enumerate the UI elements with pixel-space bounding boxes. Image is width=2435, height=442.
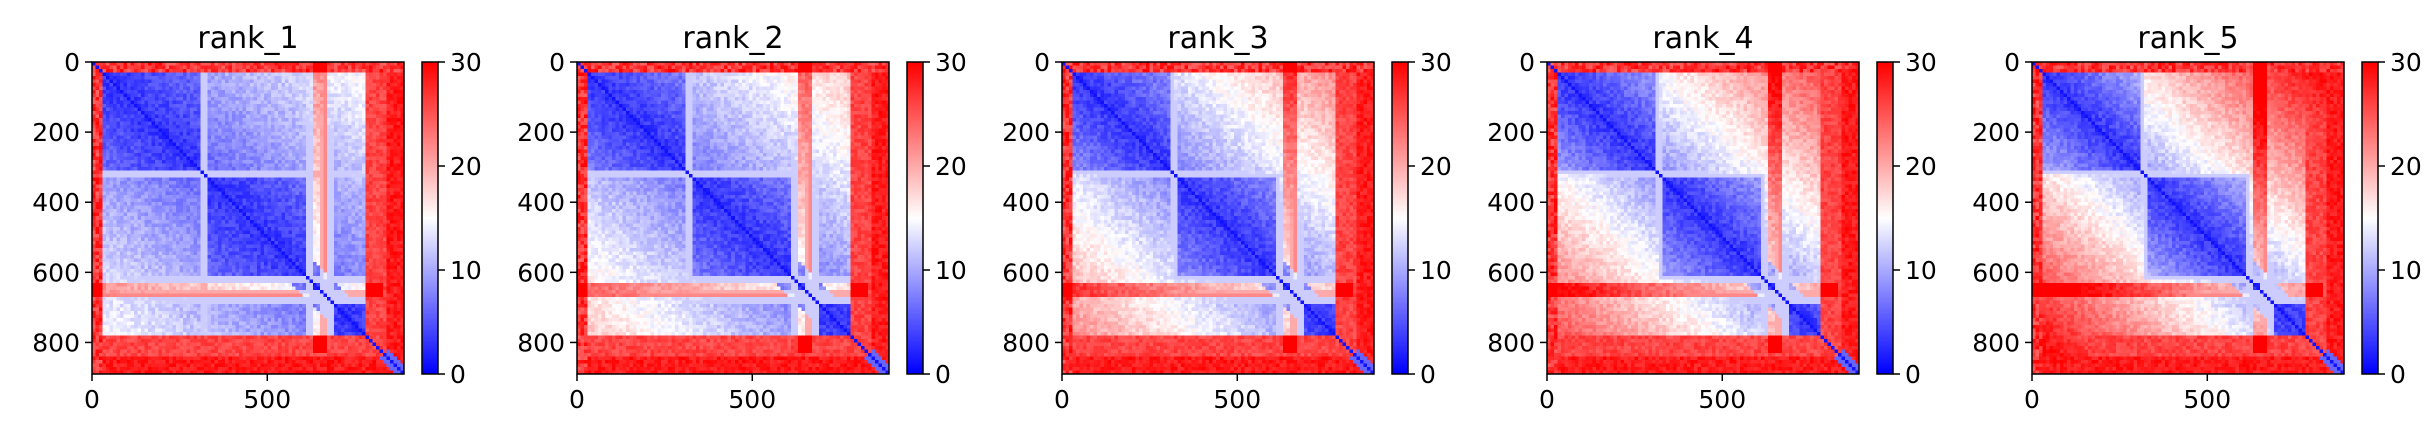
colorbar-gradient bbox=[2362, 62, 2378, 374]
y-tick-label: 200 bbox=[1487, 118, 1535, 147]
y-tick-label: 0 bbox=[1519, 48, 1535, 77]
y-tick-label: 600 bbox=[1002, 258, 1050, 287]
colorbar-tick-label: 0 bbox=[2390, 360, 2406, 389]
colorbar-gradient bbox=[422, 62, 438, 374]
colorbar-gradient bbox=[1392, 62, 1408, 374]
y-tick-label: 800 bbox=[517, 328, 565, 357]
x-tick-label: 500 bbox=[243, 385, 291, 414]
colorbar-tick-label: 10 bbox=[935, 256, 967, 285]
colorbar-gradient bbox=[907, 62, 923, 374]
heatmap-image bbox=[577, 62, 889, 374]
colorbar: 0 10 20 30 bbox=[906, 48, 967, 389]
colorbar-tick-label: 20 bbox=[935, 152, 967, 181]
panel-title: rank_5 bbox=[2137, 21, 2238, 56]
heatmap-image bbox=[92, 62, 404, 374]
colorbar-tick-label: 0 bbox=[935, 360, 951, 389]
y-tick-label: 400 bbox=[517, 188, 565, 217]
colorbar-tick-label: 0 bbox=[1905, 360, 1921, 389]
x-tick-label: 0 bbox=[1054, 385, 1070, 414]
colorbar-tick-label: 30 bbox=[935, 48, 967, 77]
colorbar-frame bbox=[421, 61, 439, 375]
y-tick-label: 200 bbox=[32, 118, 80, 147]
colorbar-tick-label: 20 bbox=[450, 152, 482, 181]
colorbar-tick-label: 10 bbox=[2390, 256, 2422, 285]
y-tick-label: 200 bbox=[517, 118, 565, 147]
x-tick-label: 500 bbox=[728, 385, 776, 414]
colorbar: 0 10 20 30 bbox=[1876, 48, 1937, 389]
panel-title: rank_4 bbox=[1652, 21, 1753, 56]
colorbar-tick-label: 20 bbox=[1420, 152, 1452, 181]
y-tick-label: 800 bbox=[1002, 328, 1050, 357]
x-tick-label: 500 bbox=[2183, 385, 2231, 414]
colorbar-tick-label: 0 bbox=[450, 360, 466, 389]
x-tick-label: 0 bbox=[2024, 385, 2040, 414]
colorbar-tick-label: 10 bbox=[450, 256, 482, 285]
y-tick-label: 600 bbox=[1487, 258, 1535, 287]
heatmap-image bbox=[1062, 62, 1374, 374]
y-tick-label: 200 bbox=[1972, 118, 2020, 147]
y-tick-label: 400 bbox=[1002, 188, 1050, 217]
colorbar-frame bbox=[906, 61, 924, 375]
colorbar-frame bbox=[1876, 61, 1894, 375]
y-tick-label: 0 bbox=[2004, 48, 2020, 77]
colorbar-tick-label: 30 bbox=[450, 48, 482, 77]
plot-frame bbox=[2031, 61, 2345, 375]
y-tick-label: 800 bbox=[32, 328, 80, 357]
plot-frame bbox=[576, 61, 890, 375]
y-tick-label: 400 bbox=[1972, 188, 2020, 217]
plot-frame bbox=[91, 61, 405, 375]
x-tick-label: 0 bbox=[569, 385, 585, 414]
colorbar-gradient bbox=[1877, 62, 1893, 374]
panel-title: rank_3 bbox=[1167, 21, 1268, 56]
panel-title: rank_2 bbox=[682, 21, 783, 56]
colorbar-tick-label: 30 bbox=[2390, 48, 2422, 77]
colorbar-tick-label: 10 bbox=[1905, 256, 1937, 285]
colorbar-tick-label: 10 bbox=[1420, 256, 1452, 285]
y-tick-label: 0 bbox=[1034, 48, 1050, 77]
y-tick-label: 600 bbox=[32, 258, 80, 287]
y-tick-label: 400 bbox=[1487, 188, 1535, 217]
colorbar-tick-label: 20 bbox=[1905, 152, 1937, 181]
plot-frame bbox=[1546, 61, 1860, 375]
y-tick-label: 600 bbox=[1972, 258, 2020, 287]
heatmap-image bbox=[1547, 62, 1859, 374]
y-tick-label: 800 bbox=[1972, 328, 2020, 357]
x-tick-label: 0 bbox=[1539, 385, 1555, 414]
y-tick-label: 400 bbox=[32, 188, 80, 217]
colorbar-frame bbox=[1391, 61, 1409, 375]
x-tick-label: 0 bbox=[84, 385, 100, 414]
heatmap-image bbox=[2032, 62, 2344, 374]
colorbar: 0 10 20 30 bbox=[421, 48, 482, 389]
colorbar-frame bbox=[2361, 61, 2379, 375]
panel-title: rank_1 bbox=[197, 21, 298, 56]
colorbar-tick-label: 30 bbox=[1905, 48, 1937, 77]
y-tick-label: 0 bbox=[549, 48, 565, 77]
x-tick-label: 500 bbox=[1213, 385, 1261, 414]
y-tick-label: 600 bbox=[517, 258, 565, 287]
colorbar-tick-label: 30 bbox=[1420, 48, 1452, 77]
x-tick-label: 500 bbox=[1698, 385, 1746, 414]
colorbar: 0 10 20 30 bbox=[1391, 48, 1452, 389]
plot-frame bbox=[1061, 61, 1375, 375]
y-tick-label: 0 bbox=[64, 48, 80, 77]
colorbar-tick-label: 20 bbox=[2390, 152, 2422, 181]
colorbar: 0 10 20 30 bbox=[2361, 48, 2422, 389]
y-tick-label: 200 bbox=[1002, 118, 1050, 147]
colorbar-tick-label: 0 bbox=[1420, 360, 1436, 389]
y-tick-label: 800 bbox=[1487, 328, 1535, 357]
